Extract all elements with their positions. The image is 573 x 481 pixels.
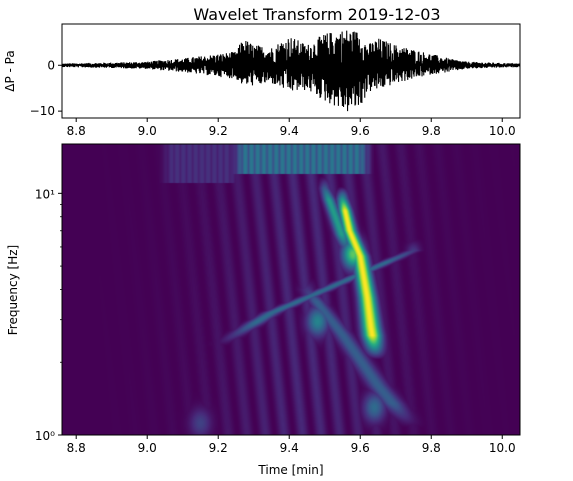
spectrogram-x-tick-label: 9.0 [138, 441, 157, 455]
waveform-axes-frame [61, 23, 521, 119]
chart-title: Wavelet Transform 2019-12-03 [193, 5, 440, 24]
waveform-x-tick-label: 9.6 [351, 124, 370, 138]
waveform-y-tick-label: 0 [47, 58, 55, 72]
spectrogram-x-tick-label: 9.6 [351, 441, 370, 455]
pressure-series-line [61, 30, 521, 112]
waveform-y-label: ΔP - Pa [3, 50, 17, 91]
waveform-y-tick-label: −10 [30, 104, 55, 118]
spectrogram-y-tick-label: 10⁰ [35, 429, 55, 443]
spectrogram-heatmap [62, 144, 520, 435]
waveform-ticks: 8.8 9.0 9.2 9.4 9.6 9.8 10.0 0 −10 [30, 58, 516, 138]
waveform-x-tick-label: 9.0 [138, 124, 157, 138]
waveform-panel: Wavelet Transform 2019-12-03 8.8 9.0 9.2 9.… [3, 5, 521, 138]
spectrogram-x-tick-label: 9.2 [209, 441, 228, 455]
spectrogram-y-label: Frequency [Hz] [6, 245, 20, 336]
spectrogram-x-tick-label: 10.0 [489, 441, 516, 455]
waveform-x-tick-label: 10.0 [489, 124, 516, 138]
spectrogram-x-tick-label: 9.8 [422, 441, 441, 455]
waveform-x-tick-label: 9.8 [422, 124, 441, 138]
spectrogram-y-tick-label: 10¹ [35, 187, 55, 201]
spectrogram-x-label: Time [min] [257, 463, 323, 477]
spectrogram-x-tick-label: 8.8 [67, 441, 86, 455]
waveform-x-tick-label: 9.4 [280, 124, 299, 138]
spectrogram-ticks: 8.8 9.0 9.2 9.4 9.6 9.8 10.0 10⁰ 10¹ [35, 187, 516, 455]
waveform-x-tick-label: 9.2 [209, 124, 228, 138]
waveform-x-tick-label: 8.8 [67, 124, 86, 138]
spectrogram-x-tick-label: 9.4 [280, 441, 299, 455]
